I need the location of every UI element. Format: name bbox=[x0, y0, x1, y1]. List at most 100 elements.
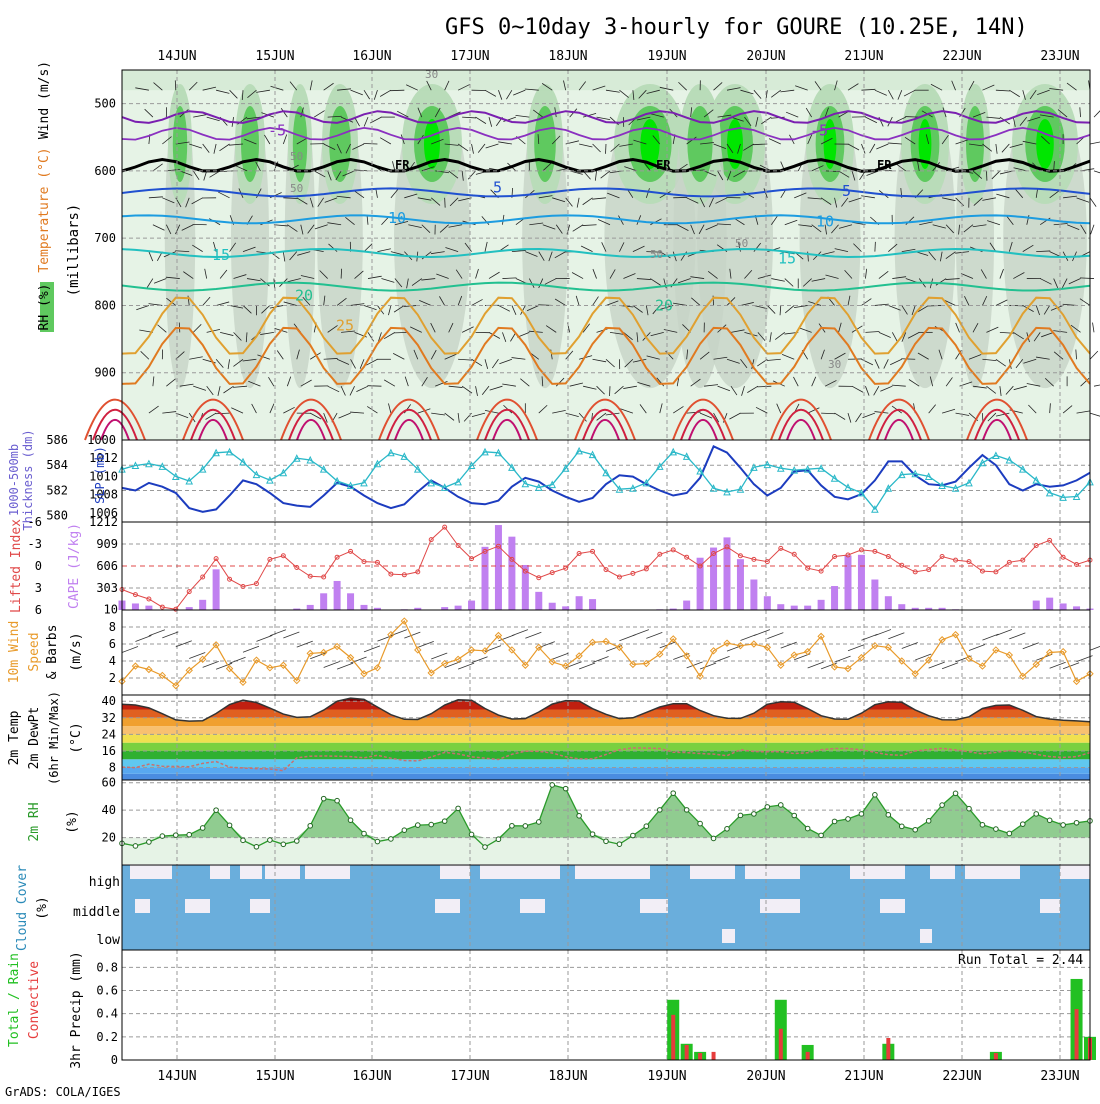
surface-wind-barb bbox=[969, 645, 985, 651]
rh2m-point bbox=[590, 832, 595, 837]
run-total-label: Run Total = 2.44 bbox=[958, 953, 1083, 968]
surface-wind-barb bbox=[848, 645, 864, 651]
rh2m-point bbox=[792, 813, 797, 818]
thickness-axis-label: 1000-500mb bbox=[7, 444, 21, 516]
rh2m-tick-label: 40 bbox=[102, 803, 116, 817]
temp-tick-label: 24 bbox=[102, 727, 116, 741]
rh-contour-label: 50 bbox=[290, 150, 303, 163]
surface-wind-barb bbox=[808, 662, 824, 668]
surface-wind-barb bbox=[337, 663, 353, 669]
surface-wind-barb bbox=[552, 653, 568, 659]
rh2m-point bbox=[967, 806, 972, 811]
rh2m-point bbox=[429, 822, 434, 827]
rh2m-point bbox=[899, 824, 904, 829]
rh2m-point bbox=[563, 786, 568, 791]
rh-axis-label: RH (%) bbox=[37, 284, 52, 331]
surface-wind-barb bbox=[982, 634, 998, 640]
li-tick-label: 0 bbox=[35, 559, 42, 573]
cape-bar bbox=[468, 601, 475, 610]
rh2m-point bbox=[832, 819, 837, 824]
cloud-row-label: low bbox=[97, 933, 121, 948]
isotherm-label: FR bbox=[877, 158, 892, 172]
surface-wind-barb bbox=[929, 662, 945, 668]
cloud-gap bbox=[745, 865, 800, 879]
wind-barb bbox=[1094, 171, 1100, 175]
top-day-label: 17JUN bbox=[450, 49, 489, 64]
top-day-label: 16JUN bbox=[352, 49, 391, 64]
temperature-color-band bbox=[122, 734, 1090, 742]
wind-tick-label: 2 bbox=[109, 671, 116, 685]
rh2m-point bbox=[994, 827, 999, 832]
rh2m-point bbox=[550, 783, 555, 788]
wind10-axis-label: 10m Wind bbox=[7, 621, 22, 684]
slp-line bbox=[122, 451, 1090, 509]
surface-wind-barb bbox=[1050, 662, 1066, 668]
rh2m-point bbox=[846, 817, 851, 822]
pressure-tick-label: 1000 bbox=[87, 433, 116, 447]
rh-contour-label: 50 bbox=[290, 182, 303, 195]
rh2m-tick-label: 20 bbox=[102, 831, 116, 845]
cape-bar bbox=[522, 565, 529, 610]
surface-wind-barb bbox=[888, 633, 904, 639]
rh2m-point bbox=[133, 844, 138, 849]
cape-bar bbox=[818, 600, 825, 610]
top-day-label: 14JUN bbox=[157, 49, 196, 64]
wind-barb bbox=[1091, 225, 1094, 235]
rh2m-point bbox=[953, 791, 958, 796]
rh2m-point bbox=[604, 839, 609, 844]
cape-bar bbox=[683, 601, 690, 610]
rh2m-fill bbox=[122, 785, 1090, 838]
thickness-tick-label: 586 bbox=[46, 433, 68, 447]
top-day-label: 23JUN bbox=[1040, 49, 1079, 64]
cape-bar bbox=[145, 606, 152, 610]
wind-tick-label: 6 bbox=[109, 637, 116, 651]
top-day-label: 19JUN bbox=[647, 49, 686, 64]
precip-axis-label: 3hr Precip (mm) bbox=[69, 951, 84, 1068]
rh2m-point bbox=[442, 819, 447, 824]
cloud-gap bbox=[965, 865, 1020, 879]
rh-contour-label: 30 bbox=[828, 358, 841, 371]
rh-contour-label: 50 bbox=[735, 237, 748, 250]
precip-conv-bar bbox=[685, 1045, 689, 1060]
pressure-axis-label: (millibars) bbox=[66, 204, 82, 297]
rh2m-axis-label: 2m RH bbox=[27, 802, 42, 841]
thickness-tick-label: 582 bbox=[46, 483, 68, 497]
isotherm-label: 15 bbox=[212, 246, 230, 264]
panel-frame bbox=[122, 950, 1090, 1060]
cape-tick-label: 10 bbox=[104, 602, 118, 616]
cape-bar bbox=[898, 604, 905, 610]
surface-wind-barb bbox=[324, 661, 340, 667]
precip-conv-bar bbox=[994, 1053, 998, 1060]
cloud-gap bbox=[240, 865, 262, 879]
wind-barb bbox=[1090, 198, 1096, 207]
rh2m-point bbox=[819, 833, 824, 838]
top-day-label: 18JUN bbox=[548, 49, 587, 64]
isotherm-label: 5 bbox=[842, 182, 851, 200]
rh2m-point bbox=[510, 823, 515, 828]
wind-barb bbox=[673, 197, 687, 198]
cloud-gap bbox=[930, 865, 955, 879]
temp-tick-label: 32 bbox=[102, 711, 116, 725]
thickness-tick-label: 580 bbox=[46, 509, 68, 523]
rh2m-point bbox=[294, 839, 299, 844]
cape-bar bbox=[845, 556, 852, 610]
surface-wind-barb bbox=[512, 630, 528, 636]
rh2m-point bbox=[631, 833, 636, 838]
rh2m-point bbox=[765, 805, 770, 810]
temp-tick-label: 8 bbox=[109, 761, 116, 775]
precip-conv-bar bbox=[1075, 1009, 1079, 1060]
wind-barb bbox=[1090, 141, 1100, 144]
wind10-axis-label-3: & Barbs bbox=[45, 625, 60, 680]
minmax-axis-label: (6hr Min/Max) bbox=[47, 691, 61, 785]
temperature-color-band bbox=[122, 759, 1090, 767]
cape-bar bbox=[1060, 603, 1067, 610]
li-tick-label: 3 bbox=[35, 581, 42, 595]
cape-bar bbox=[1073, 606, 1080, 610]
cape-bar bbox=[320, 593, 327, 610]
panel-frame bbox=[122, 610, 1090, 695]
top-day-label: 15JUN bbox=[255, 49, 294, 64]
cloud-axis-label: Cloud Cover bbox=[15, 865, 30, 951]
dewpt-axis-label: 2m DewPt bbox=[27, 707, 42, 770]
precip-tick-label: 0.4 bbox=[96, 1007, 118, 1021]
